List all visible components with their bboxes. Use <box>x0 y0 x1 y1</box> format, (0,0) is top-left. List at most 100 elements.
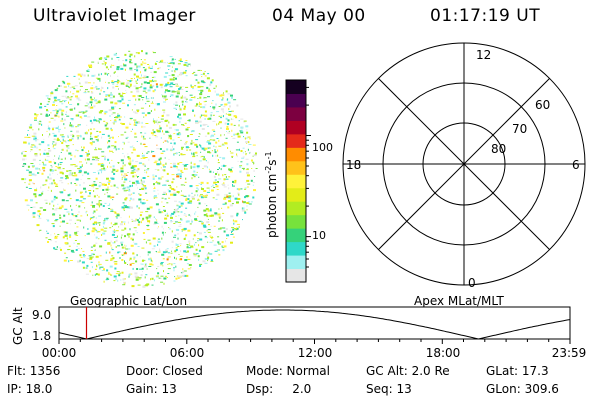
image-pixel <box>207 73 210 75</box>
image-pixel <box>94 229 97 231</box>
image-pixel <box>69 198 72 200</box>
image-pixel <box>56 246 58 248</box>
image-pixel <box>81 117 83 119</box>
image-pixel <box>121 243 123 246</box>
image-pixel <box>79 219 81 222</box>
image-pixel <box>114 102 118 105</box>
image-pixel <box>131 170 135 172</box>
image-pixel <box>168 75 171 77</box>
image-pixel <box>134 171 136 173</box>
image-pixel <box>115 52 117 54</box>
image-pixel <box>79 85 83 87</box>
image-pixel <box>136 254 138 257</box>
color-bar-segment <box>286 214 306 229</box>
image-pixel <box>97 101 101 104</box>
image-pixel <box>146 225 150 226</box>
image-pixel <box>112 211 116 213</box>
image-pixel <box>81 146 82 148</box>
image-pixel <box>87 154 90 155</box>
image-pixel <box>203 101 206 103</box>
image-pixel <box>126 92 128 94</box>
image-pixel <box>75 215 78 218</box>
image-pixel <box>109 166 112 168</box>
image-pixel <box>184 184 186 186</box>
image-pixel <box>32 216 36 218</box>
image-pixel <box>56 105 58 106</box>
image-pixel <box>39 163 41 165</box>
image-pixel <box>93 183 97 186</box>
image-pixel <box>197 81 200 84</box>
image-pixel <box>140 86 143 88</box>
image-pixel <box>34 145 37 148</box>
image-pixel <box>228 108 230 111</box>
image-pixel <box>104 98 108 101</box>
image-pixel <box>176 229 180 231</box>
image-pixel <box>80 75 83 78</box>
image-pixel <box>118 116 122 118</box>
image-pixel <box>105 168 107 170</box>
image-pixel <box>179 72 183 75</box>
image-pixel <box>179 258 181 261</box>
image-pixel <box>161 277 163 279</box>
image-pixel <box>159 125 161 128</box>
image-pixel <box>179 120 181 123</box>
image-pixel <box>60 221 62 223</box>
image-pixel <box>204 100 207 102</box>
image-pixel <box>59 134 63 136</box>
image-pixel <box>173 142 176 145</box>
image-pixel <box>161 237 163 240</box>
image-pixel <box>50 240 53 242</box>
image-pixel <box>83 92 87 94</box>
image-pixel <box>124 178 128 181</box>
image-pixel <box>144 68 147 70</box>
image-pixel <box>141 135 143 138</box>
image-pixel <box>162 193 166 195</box>
image-pixel <box>55 219 59 220</box>
image-pixel <box>171 181 174 184</box>
image-pixel <box>108 145 111 148</box>
image-pixel <box>178 201 181 203</box>
image-pixel <box>230 241 233 244</box>
image-pixel <box>207 218 209 220</box>
image-pixel <box>58 155 60 158</box>
image-pixel <box>98 121 100 124</box>
image-pixel <box>90 87 94 90</box>
color-bar-segment <box>286 187 306 202</box>
image-pixel <box>101 136 103 139</box>
image-pixel <box>150 71 153 73</box>
image-pixel <box>42 169 45 170</box>
image-pixel <box>206 86 209 89</box>
image-pixel <box>66 222 69 224</box>
image-pixel <box>50 189 52 192</box>
image-pixel <box>110 210 114 212</box>
image-pixel <box>165 250 168 253</box>
image-pixel <box>56 167 59 169</box>
image-pixel <box>213 87 216 89</box>
image-pixel <box>165 162 167 165</box>
image-pixel <box>25 178 27 181</box>
image-pixel <box>151 150 153 153</box>
image-pixel <box>173 189 176 191</box>
image-pixel <box>245 125 249 128</box>
image-pixel <box>166 148 169 151</box>
image-pixel <box>152 129 154 132</box>
image-pixel <box>116 186 119 188</box>
image-pixel <box>132 159 134 162</box>
image-pixel <box>59 216 62 219</box>
image-pixel <box>126 189 129 191</box>
image-pixel <box>174 250 177 253</box>
timeline-x-tick-0600: 06:00 <box>170 346 205 360</box>
image-pixel <box>104 62 107 64</box>
image-pixel <box>182 271 185 274</box>
image-pixel <box>187 63 191 65</box>
image-pixel <box>235 149 239 151</box>
image-pixel <box>111 255 114 257</box>
image-pixel <box>189 200 193 203</box>
image-pixel <box>195 253 199 255</box>
image-pixel <box>199 265 202 267</box>
image-pixel <box>53 138 56 140</box>
image-pixel <box>210 135 212 138</box>
image-pixel <box>183 238 186 240</box>
image-pixel <box>141 112 145 114</box>
image-pixel <box>218 173 220 176</box>
